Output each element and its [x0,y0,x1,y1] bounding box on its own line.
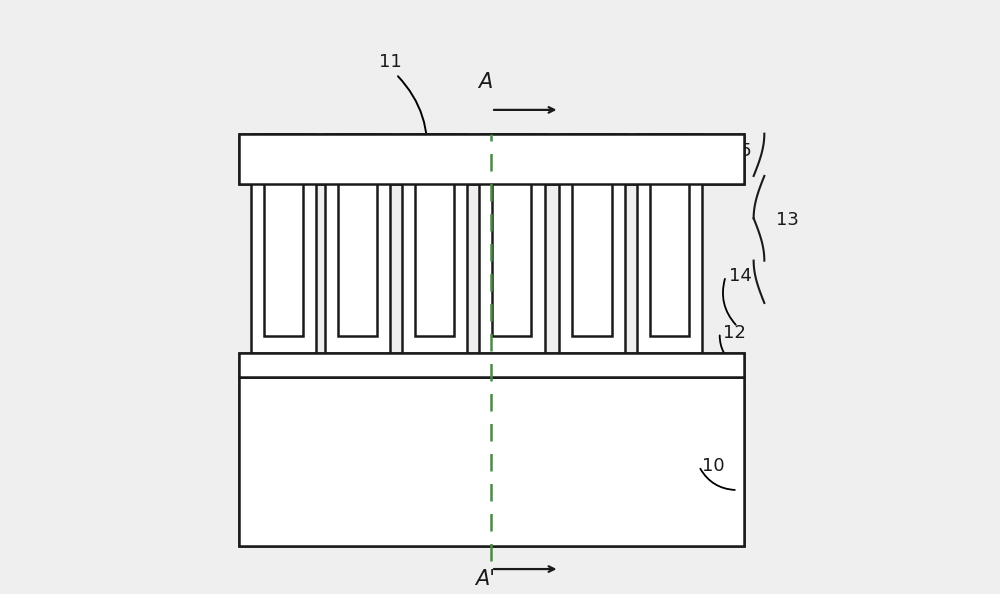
Bar [492,134,531,336]
Bar [650,134,689,336]
Text: 15: 15 [729,143,752,160]
Bar [239,377,744,546]
Bar [325,134,390,353]
Bar [415,134,454,336]
Bar [239,134,744,184]
Text: 13: 13 [776,211,799,229]
Text: A': A' [475,569,495,589]
Text: 12: 12 [723,324,746,342]
Bar [239,134,744,184]
Bar [338,134,377,336]
Bar [251,134,316,353]
Bar [479,134,545,353]
Bar [637,134,702,353]
Text: 14: 14 [729,267,752,285]
Bar [239,377,744,546]
Bar [402,134,467,353]
Bar [264,134,303,336]
Text: 11: 11 [379,53,401,71]
Text: A: A [478,72,492,92]
Bar [239,353,744,377]
Text: 10: 10 [702,457,725,475]
Bar [239,353,744,377]
Bar [572,134,612,336]
Bar [559,134,625,353]
